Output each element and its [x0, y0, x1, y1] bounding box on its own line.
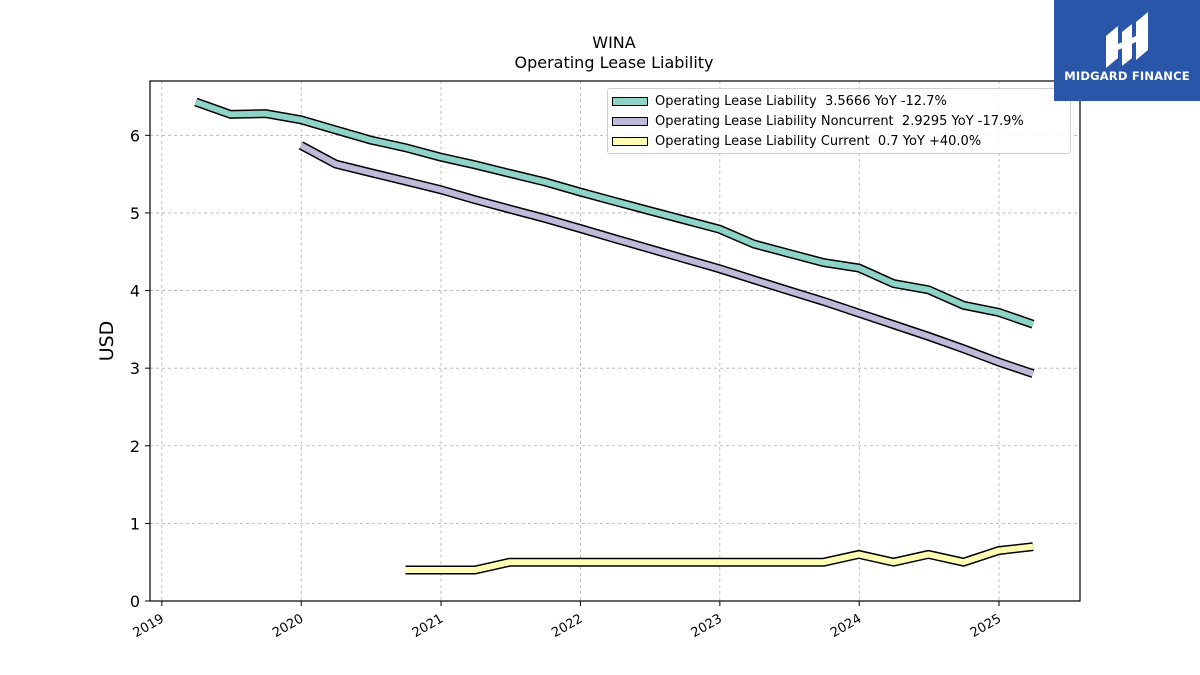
legend-swatch	[612, 96, 648, 106]
series-layer	[194, 97, 1035, 575]
legend-label: Operating Lease Liability Noncurrent 2.9…	[655, 113, 1024, 129]
plot-frame	[149, 80, 1081, 602]
y-tick-label: 0	[130, 592, 140, 611]
legend-swatch	[612, 116, 648, 126]
legend-label: Operating Lease Liability 3.5666 YoY -12…	[655, 93, 947, 109]
legend-label: Operating Lease Liability Current 0.7 Yo…	[655, 133, 982, 149]
midgard-finance-logo: MIDGARD FINANCE	[1054, 0, 1200, 101]
chart-title: WINA	[592, 33, 636, 52]
legend-item-current: Operating Lease Liability Current 0.7 Yo…	[612, 132, 981, 150]
x-tick-label: 2021	[410, 611, 446, 641]
x-tick-label: 2025	[968, 611, 1004, 641]
chart-subtitle: Operating Lease Liability	[514, 53, 713, 72]
y-tick-label: 6	[130, 126, 140, 145]
x-tick-label: 2019	[131, 611, 167, 641]
series-line	[405, 543, 1034, 573]
logo-text: MIDGARD FINANCE	[1064, 69, 1190, 83]
y-tick-label: 5	[130, 204, 140, 223]
x-tick-label: 2024	[828, 611, 864, 641]
x-tick-label: 2023	[689, 611, 725, 641]
x-tick-label: 2022	[549, 611, 585, 641]
legend: Operating Lease Liability 3.5666 YoY -12…	[607, 88, 1071, 154]
legend-swatch	[612, 136, 648, 146]
legend-item-total: Operating Lease Liability 3.5666 YoY -12…	[612, 92, 947, 110]
series-line	[194, 99, 1034, 328]
series-line	[299, 142, 1034, 377]
midgard-logo-icon	[1106, 12, 1148, 68]
y-tick-label: 1	[130, 514, 140, 533]
x-tick-label: 2020	[270, 611, 306, 641]
y-tick-label: 3	[130, 359, 140, 378]
y-tick-label: 2	[130, 437, 140, 456]
y-tick-label: 4	[130, 282, 140, 301]
x-axis-ticks: 2019 2020 2021 2022 2023 2024 2025	[131, 601, 1004, 641]
y-axis-ticks: 0 1 2 3 4 5 6	[130, 126, 150, 611]
legend-item-noncurrent: Operating Lease Liability Noncurrent 2.9…	[612, 112, 1024, 130]
y-axis-label: USD	[96, 321, 118, 362]
